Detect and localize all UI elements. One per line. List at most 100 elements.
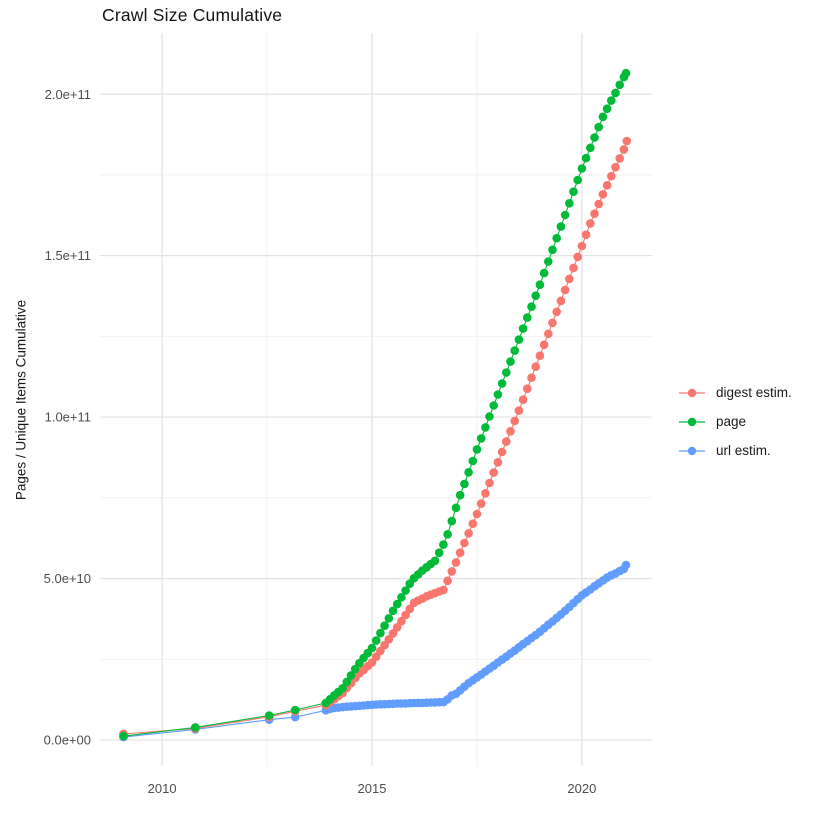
data-point — [443, 530, 452, 539]
data-point — [460, 479, 469, 489]
data-point — [544, 257, 553, 266]
series-url-estim — [119, 560, 631, 742]
data-point — [523, 384, 532, 394]
data-point — [611, 162, 620, 172]
data-point — [548, 318, 557, 328]
data-point — [455, 548, 465, 557]
data-point — [392, 599, 402, 609]
legend: digest estim. page url estim. — [679, 378, 792, 465]
data-point — [518, 324, 528, 333]
data-point — [611, 88, 620, 98]
data-point — [573, 175, 582, 185]
data-point — [401, 610, 410, 620]
data-point — [523, 313, 532, 322]
data-point — [552, 233, 561, 243]
plot-title: Crawl Size Cumulative — [102, 5, 283, 25]
data-point — [493, 390, 503, 399]
data-point — [594, 199, 603, 209]
data-point — [468, 519, 478, 528]
legend-key-icon — [679, 446, 705, 455]
data-point — [615, 154, 624, 163]
data-point — [497, 379, 507, 388]
data-point — [590, 209, 599, 218]
data-point — [518, 395, 528, 405]
data-point — [476, 499, 486, 508]
data-point — [577, 241, 587, 251]
data-point — [539, 340, 549, 350]
data-point — [481, 489, 490, 498]
data-point — [565, 274, 574, 284]
data-point — [548, 245, 557, 255]
data-point — [380, 621, 389, 630]
data-point — [514, 335, 524, 344]
data-point — [506, 427, 515, 436]
data-point — [489, 468, 499, 477]
data-point — [514, 406, 524, 415]
data-point — [560, 285, 570, 295]
data-point — [439, 540, 448, 549]
data-point — [556, 222, 566, 231]
data-point — [191, 723, 200, 732]
legend-item-label: url estim. — [716, 443, 771, 458]
data-point — [510, 416, 519, 426]
data-point — [451, 558, 461, 567]
legend-key-icon — [679, 417, 705, 426]
data-point — [607, 171, 616, 181]
legend-key-icon — [679, 388, 705, 397]
data-point — [586, 219, 595, 228]
data-point — [581, 230, 591, 239]
data-point — [552, 307, 561, 317]
data-point — [434, 548, 444, 557]
legend-item-label: digest estim. — [716, 385, 792, 400]
data-point — [539, 268, 549, 278]
x-tick-label: 2020 — [567, 781, 596, 796]
data-point — [464, 529, 473, 538]
data-point — [531, 291, 540, 301]
data-point — [447, 567, 457, 576]
data-point — [447, 516, 457, 526]
data-point — [476, 434, 486, 443]
data-point — [384, 614, 394, 623]
data-point — [527, 373, 536, 383]
data-point — [367, 643, 377, 653]
data-point — [607, 96, 616, 105]
data-point — [472, 509, 482, 519]
y-tick-label: 2.0e+11 — [45, 87, 91, 102]
data-point — [602, 181, 612, 190]
data-point — [621, 560, 631, 570]
y-tick-label: 5.0e+10 — [44, 571, 91, 586]
data-point — [506, 357, 515, 366]
y-tick-label: 1.0e+11 — [45, 410, 91, 425]
data-point — [264, 711, 274, 720]
data-point — [119, 731, 128, 741]
data-point — [621, 68, 631, 78]
data-point — [544, 329, 553, 339]
data-point — [392, 623, 402, 632]
data-point — [342, 677, 352, 687]
data-point — [569, 187, 578, 196]
data-point — [472, 445, 482, 454]
y-axis-tick-labels: 0.0e+00 5.0e+10 1.0e+11 1.5e+11 2.0e+11 — [44, 87, 91, 748]
data-point — [565, 199, 574, 208]
y-axis-title: Pages / Unique Items Cumulative — [13, 299, 29, 501]
data-point — [556, 296, 566, 306]
y-tick-label: 1.5e+11 — [45, 248, 91, 263]
data-point — [535, 351, 545, 361]
data-point — [615, 80, 624, 90]
data-point — [497, 447, 507, 457]
data-point — [451, 503, 461, 513]
data-point — [598, 190, 608, 199]
data-point — [602, 104, 612, 113]
series-page — [119, 68, 631, 741]
gridlines-major — [100, 33, 652, 766]
legend-item-label: page — [716, 414, 747, 429]
x-tick-label: 2015 — [358, 781, 387, 796]
data-point — [619, 145, 629, 154]
data-point — [430, 556, 440, 566]
data-point — [481, 423, 490, 432]
data-point — [493, 458, 503, 467]
data-point — [371, 636, 381, 645]
data-point — [489, 401, 499, 410]
